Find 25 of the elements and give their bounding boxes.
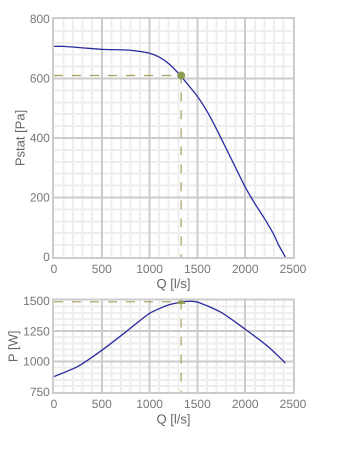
y-tick-label: 750 bbox=[30, 385, 50, 400]
x-axis-title: Q [l/s] bbox=[156, 411, 190, 426]
x-tick-label: 2500 bbox=[280, 397, 307, 412]
x-tick-label: 2000 bbox=[232, 397, 259, 412]
y-tick-label: 0 bbox=[43, 250, 50, 264]
x-tick-label: 2500 bbox=[280, 262, 307, 276]
y-tick-label: 1000 bbox=[23, 354, 50, 369]
y-tick-label: 800 bbox=[30, 12, 50, 26]
x-axis-title: Q [l/s] bbox=[156, 276, 190, 292]
x-tick-label: 500 bbox=[92, 262, 112, 276]
y-axis-title: Pstat [Pa] bbox=[12, 110, 28, 166]
x-tick-label: 1000 bbox=[136, 262, 164, 276]
line-series bbox=[54, 300, 286, 378]
y-tick-label: 200 bbox=[30, 190, 50, 205]
y-axis-title: P [W] bbox=[6, 330, 21, 362]
x-tick-label: 2000 bbox=[232, 262, 259, 276]
line-series bbox=[54, 46, 286, 257]
y-tick-label: 600 bbox=[30, 72, 50, 86]
y-tick-label: 1250 bbox=[23, 324, 50, 338]
x-tick-label: 500 bbox=[92, 397, 112, 412]
x-tick-label: 1500 bbox=[184, 262, 212, 276]
y-tick-label: 1500 bbox=[23, 294, 50, 308]
y-tick-label: 400 bbox=[30, 131, 50, 146]
x-tick-label: 1500 bbox=[184, 397, 212, 412]
x-tick-label: 1000 bbox=[136, 397, 164, 412]
